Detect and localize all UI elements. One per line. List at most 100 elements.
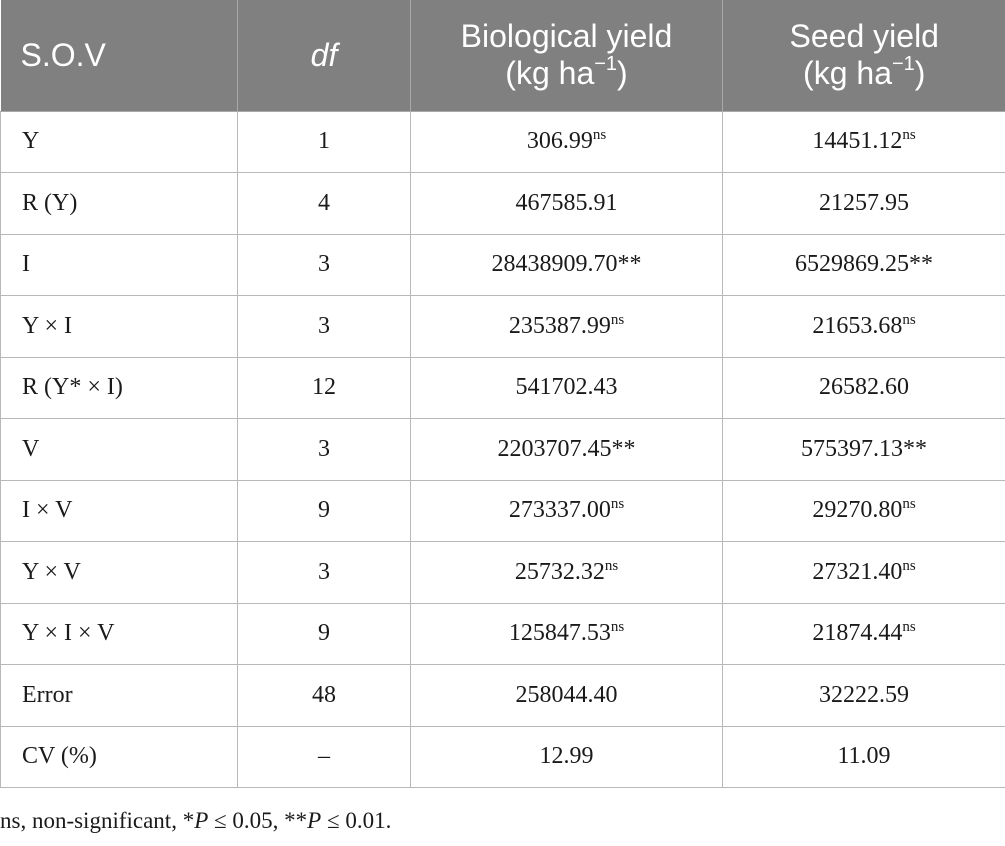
cell-sov: V <box>0 418 238 481</box>
cell-df: 48 <box>237 664 411 727</box>
significance-marker: ns <box>610 619 625 636</box>
header-bio-unit: (kg ha <box>505 55 595 92</box>
cell-df-value: 3 <box>318 312 330 339</box>
cell-seed-yield-value: 21874.44 <box>812 620 903 647</box>
header-biological-yield: Biological yield (kg ha−1) <box>410 0 723 112</box>
cell-biological-yield-value: 235387.99 <box>508 312 611 339</box>
header-df: df <box>237 0 411 112</box>
header-seed-unit: (kg ha <box>803 55 892 92</box>
cell-biological-yield: 12.99 <box>410 726 723 788</box>
table-row: R (Y) 4 467585.91 21257.95 <box>0 172 1005 235</box>
cell-seed-yield: 29270.80ns <box>722 480 1005 542</box>
cell-sov-value: V <box>22 435 40 462</box>
cell-df: 9 <box>237 603 411 665</box>
cell-seed-yield-value: 6529869.25** <box>795 251 933 278</box>
cell-df-value: 3 <box>318 558 330 585</box>
cell-df-value: 4 <box>318 189 330 216</box>
cell-seed-yield: 21653.68ns <box>722 295 1005 358</box>
cell-df: 3 <box>237 295 411 358</box>
cell-seed-yield: 21874.44ns <box>722 603 1005 665</box>
cell-df-value: 12 <box>312 374 336 401</box>
cell-seed-yield-value: 11.09 <box>837 743 891 770</box>
cell-biological-yield-value: 273337.00 <box>508 497 611 524</box>
cell-sov: CV (%) <box>0 726 238 788</box>
header-seed-exponent: −1 <box>891 53 915 76</box>
table-row: Y 1 306.99 ns 14451.12ns <box>0 111 1005 173</box>
cell-sov: I <box>0 234 238 296</box>
header-seed-title: Seed yield <box>789 18 939 55</box>
cell-seed-yield-value: 575397.13** <box>801 435 927 462</box>
significance-marker: ns <box>902 127 916 144</box>
cell-sov: R (Y* × I) <box>0 357 238 419</box>
footnote-p-symbol-2: P <box>307 808 322 833</box>
footnote-text-2: ≤ 0.05, ** <box>208 808 308 833</box>
table-row: R (Y* × I) 12 541702.43 26582.60 <box>0 357 1005 419</box>
cell-seed-yield-value: 32222.59 <box>819 681 909 708</box>
cell-biological-yield: 258044.40 <box>410 664 723 727</box>
table-footnote: ns, non-significant, *P ≤ 0.05, **P ≤ 0.… <box>0 808 391 834</box>
header-row: S.O.V df Biological yield (kg ha−1) Seed… <box>0 0 1005 112</box>
table-row: I 3 28438909.70** 6529869.25** <box>0 234 1005 296</box>
header-bio-exponent: −1 <box>594 53 618 76</box>
cell-seed-yield: 6529869.25** <box>722 234 1005 296</box>
cell-sov: R (Y) <box>0 172 238 235</box>
cell-biological-yield: 25732.32ns <box>410 541 723 604</box>
cell-seed-yield: 27321.40ns <box>722 541 1005 604</box>
cell-df-value: 9 <box>318 620 330 647</box>
table-row: Y × I 3 235387.99ns 21653.68ns <box>0 295 1005 358</box>
cell-df: 12 <box>237 357 411 419</box>
cell-biological-yield-value: 541702.43 <box>515 374 618 401</box>
cell-biological-yield-value: 125847.53 <box>508 620 611 647</box>
cell-df: – <box>237 726 411 788</box>
header-bio-title: Biological yield <box>460 18 673 55</box>
cell-sov-value: I × V <box>22 497 73 524</box>
header-df-label: df <box>310 36 338 73</box>
cell-sov: Y × I × V <box>0 603 238 665</box>
cell-sov-value: Y <box>22 128 40 155</box>
cell-seed-yield-value: 27321.40 <box>812 558 903 585</box>
cell-sov: I × V <box>0 480 238 542</box>
cell-df-value: 3 <box>318 251 330 278</box>
table-row: Error 48 258044.40 32222.59 <box>0 664 1005 727</box>
cell-biological-yield-value: 306.99 <box>526 128 593 155</box>
cell-biological-yield-value: 258044.40 <box>515 681 618 708</box>
cell-df-value: 48 <box>312 681 336 708</box>
cell-sov-value: R (Y* × I) <box>22 374 123 401</box>
cell-biological-yield: 125847.53ns <box>410 603 723 665</box>
cell-biological-yield: 467585.91 <box>410 172 723 235</box>
cell-seed-yield: 21257.95 <box>722 172 1005 235</box>
cell-df: 4 <box>237 172 411 235</box>
cell-sov-value: Y × V <box>22 558 81 585</box>
table-row: V 3 2203707.45** 575397.13** <box>0 418 1005 481</box>
cell-df-value: 9 <box>318 497 330 524</box>
cell-sov-value: Y × I × V <box>22 620 115 647</box>
cell-seed-yield-value: 14451.12 <box>812 128 903 155</box>
significance-marker: ns <box>610 496 625 513</box>
cell-df: 9 <box>237 480 411 542</box>
significance-marker: ns <box>902 496 916 513</box>
cell-seed-yield-value: 21257.95 <box>819 189 909 216</box>
cell-sov-value: Y × I <box>22 312 72 339</box>
footnote-p-symbol-1: P <box>194 808 209 833</box>
significance-marker: ns <box>902 619 916 636</box>
cell-biological-yield: 2203707.45** <box>410 418 723 481</box>
cell-seed-yield-value: 29270.80 <box>812 497 903 524</box>
header-sov: S.O.V <box>0 0 238 112</box>
header-bio-close: ) <box>617 55 628 92</box>
significance-marker: ns <box>610 311 625 328</box>
cell-df: 3 <box>237 541 411 604</box>
cell-biological-yield-value: 12.99 <box>539 743 594 770</box>
cell-biological-yield-value: 467585.91 <box>515 189 618 216</box>
cell-biological-yield: 541702.43 <box>410 357 723 419</box>
cell-biological-yield-value: 2203707.45** <box>497 435 636 462</box>
cell-seed-yield: 14451.12ns <box>722 111 1005 173</box>
significance-marker: ns <box>604 557 619 574</box>
cell-seed-yield: 32222.59 <box>722 664 1005 727</box>
cell-biological-yield-value: 25732.32 <box>514 558 605 585</box>
cell-seed-yield-value: 26582.60 <box>819 374 909 401</box>
cell-seed-yield: 11.09 <box>722 726 1005 788</box>
table-row: I × V 9 273337.00ns 29270.80ns <box>0 480 1005 542</box>
cell-df: 1 <box>237 111 411 173</box>
cell-biological-yield: 28438909.70** <box>410 234 723 296</box>
header-seed-yield: Seed yield (kg ha−1) <box>722 0 1005 112</box>
